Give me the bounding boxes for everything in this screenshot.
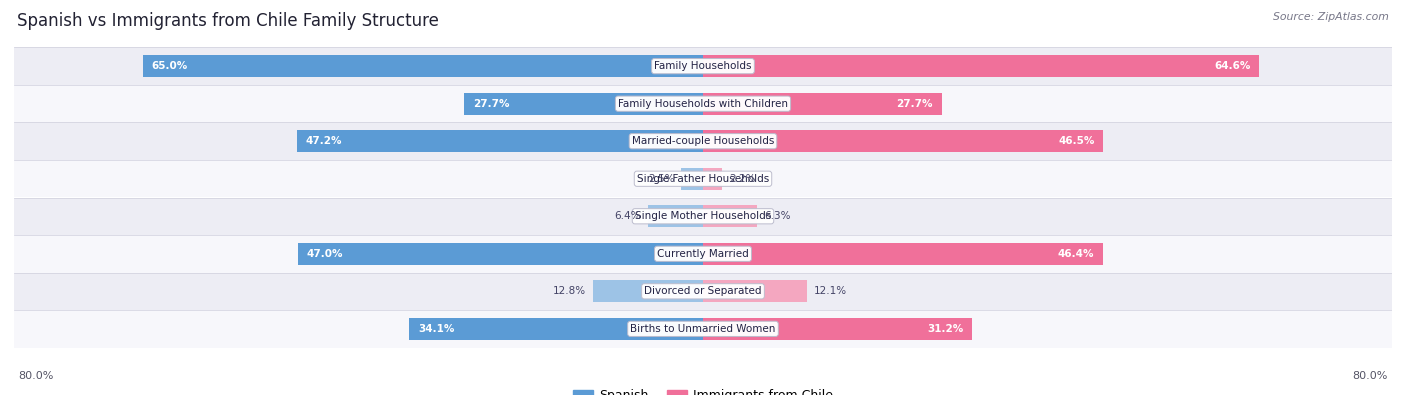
Text: Spanish vs Immigrants from Chile Family Structure: Spanish vs Immigrants from Chile Family … <box>17 12 439 30</box>
Text: 31.2%: 31.2% <box>927 324 963 334</box>
Bar <box>298 243 703 265</box>
Bar <box>593 280 703 302</box>
Text: Divorced or Separated: Divorced or Separated <box>644 286 762 296</box>
Text: Family Households: Family Households <box>654 61 752 71</box>
Bar <box>682 168 703 190</box>
Text: 2.5%: 2.5% <box>648 174 675 184</box>
Text: 47.0%: 47.0% <box>307 249 343 259</box>
Text: Single Father Households: Single Father Households <box>637 174 769 184</box>
Bar <box>703 130 1104 152</box>
Bar <box>14 160 1392 198</box>
Legend: Spanish, Immigrants from Chile: Spanish, Immigrants from Chile <box>568 384 838 395</box>
Bar <box>703 93 942 115</box>
Bar <box>703 55 1260 77</box>
Bar <box>297 130 703 152</box>
Bar <box>464 93 703 115</box>
Text: 27.7%: 27.7% <box>472 99 509 109</box>
Bar <box>14 273 1392 310</box>
Text: 80.0%: 80.0% <box>18 371 53 381</box>
Bar <box>648 205 703 227</box>
Bar <box>14 235 1392 273</box>
Text: 34.1%: 34.1% <box>418 324 454 334</box>
Text: 12.8%: 12.8% <box>553 286 586 296</box>
Bar <box>14 85 1392 122</box>
Text: 2.2%: 2.2% <box>728 174 755 184</box>
Bar <box>703 205 758 227</box>
Text: Currently Married: Currently Married <box>657 249 749 259</box>
Bar <box>703 280 807 302</box>
Text: 46.5%: 46.5% <box>1059 136 1095 146</box>
Text: Single Mother Households: Single Mother Households <box>636 211 770 221</box>
Text: 12.1%: 12.1% <box>814 286 848 296</box>
Bar <box>703 243 1102 265</box>
Text: 46.4%: 46.4% <box>1057 249 1094 259</box>
Bar <box>703 168 721 190</box>
Bar <box>703 318 972 340</box>
Text: 65.0%: 65.0% <box>152 61 188 71</box>
Bar <box>409 318 703 340</box>
Text: 6.3%: 6.3% <box>763 211 790 221</box>
Bar <box>14 310 1392 348</box>
Text: 6.4%: 6.4% <box>614 211 641 221</box>
Bar <box>14 47 1392 85</box>
Text: Married-couple Households: Married-couple Households <box>631 136 775 146</box>
Bar <box>14 198 1392 235</box>
Bar <box>14 122 1392 160</box>
Text: Family Households with Children: Family Households with Children <box>619 99 787 109</box>
Text: 80.0%: 80.0% <box>1353 371 1388 381</box>
Text: Source: ZipAtlas.com: Source: ZipAtlas.com <box>1274 12 1389 22</box>
Text: Births to Unmarried Women: Births to Unmarried Women <box>630 324 776 334</box>
Text: 27.7%: 27.7% <box>897 99 934 109</box>
Bar <box>143 55 703 77</box>
Text: 47.2%: 47.2% <box>305 136 342 146</box>
Text: 64.6%: 64.6% <box>1215 61 1251 71</box>
